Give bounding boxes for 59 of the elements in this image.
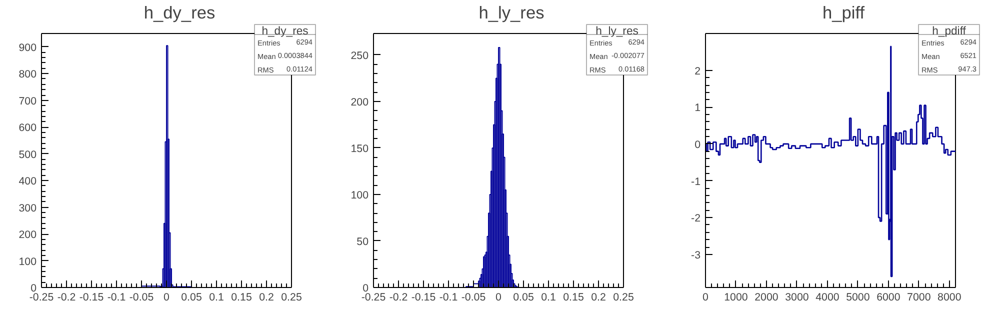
x-tick-label: -0.2 <box>389 292 408 304</box>
y-tick-label: 300 <box>18 202 37 214</box>
x-tick-label: -0.1 <box>107 292 126 304</box>
x-tick-label: 0.15 <box>563 292 584 304</box>
x-tick-label: 0.1 <box>541 292 556 304</box>
x-tick-label: -0.25 <box>29 292 54 304</box>
chart-title: h_dy_res <box>144 2 216 22</box>
annotation: h_pdiff <box>932 26 967 38</box>
x-tick-label: 3000 <box>785 292 809 304</box>
y-tick-label: -3 <box>691 249 701 262</box>
y-tick-label: 700 <box>18 95 37 108</box>
y-tick-label: 2 <box>694 65 701 78</box>
annotation: h_ly_res <box>596 26 639 38</box>
y-tick-label: -1 <box>691 176 701 188</box>
x-tick-label: -0.25 <box>361 292 386 304</box>
y-tick-label: 100 <box>350 189 369 202</box>
y-tick-label: 100 <box>18 256 37 268</box>
y-tick-label: 600 <box>18 122 37 134</box>
y-tick-label: -2 <box>691 212 701 225</box>
x-tick-label: -0.15 <box>79 292 104 304</box>
x-tick-label: -0.1 <box>439 292 458 304</box>
x-tick-label: -0.15 <box>411 292 436 304</box>
x-tick-label: -0.05 <box>129 292 154 304</box>
y-tick-label: 0 <box>30 282 37 294</box>
y-tick-label: 800 <box>18 68 37 81</box>
x-tick-label: -0.05 <box>461 292 486 304</box>
y-tick-label: 0 <box>694 138 701 151</box>
x-tick-label: 0.05 <box>181 292 202 304</box>
x-tick-label: -0.2 <box>57 292 76 304</box>
x-tick-label: 8000 <box>938 292 962 304</box>
x-tick-label: 0.25 <box>613 292 634 304</box>
x-tick-label: 7000 <box>907 292 931 304</box>
y-tick-label: 0 <box>362 282 369 294</box>
y-tick-label: 200 <box>18 229 37 242</box>
y-tick-label: 250 <box>350 50 369 62</box>
x-tick-label: 0 <box>702 292 709 304</box>
x-tick-label: 0.2 <box>591 292 606 304</box>
y-tick-label: 400 <box>18 176 37 188</box>
y-tick-label: 50 <box>356 236 369 248</box>
x-tick-label: 0.15 <box>231 292 252 304</box>
x-tick-label: 0 <box>496 292 502 304</box>
y-tick-label: 900 <box>18 42 37 54</box>
annotation: h_dy_res <box>262 26 309 38</box>
y-tick-label: 1 <box>694 102 701 114</box>
x-tick-label: 5000 <box>846 292 870 304</box>
x-tick-label: 1000 <box>724 292 748 304</box>
x-tick-label: 0.05 <box>513 292 534 304</box>
x-tick-label: 2000 <box>754 292 778 304</box>
x-tick-label: 4000 <box>816 292 840 304</box>
y-tick-label: 500 <box>18 148 37 161</box>
chart-title: h_piff <box>822 2 865 22</box>
y-tick-label: 200 <box>350 96 369 108</box>
x-tick-label: 0 <box>164 292 170 304</box>
y-tick-label: 150 <box>350 142 369 155</box>
x-tick-label: 6000 <box>876 292 900 304</box>
x-tick-label: 0.1 <box>209 292 224 304</box>
x-tick-label: 0.2 <box>259 292 274 304</box>
chart-title: h_ly_res <box>478 2 545 22</box>
x-tick-label: 0.25 <box>281 292 302 304</box>
